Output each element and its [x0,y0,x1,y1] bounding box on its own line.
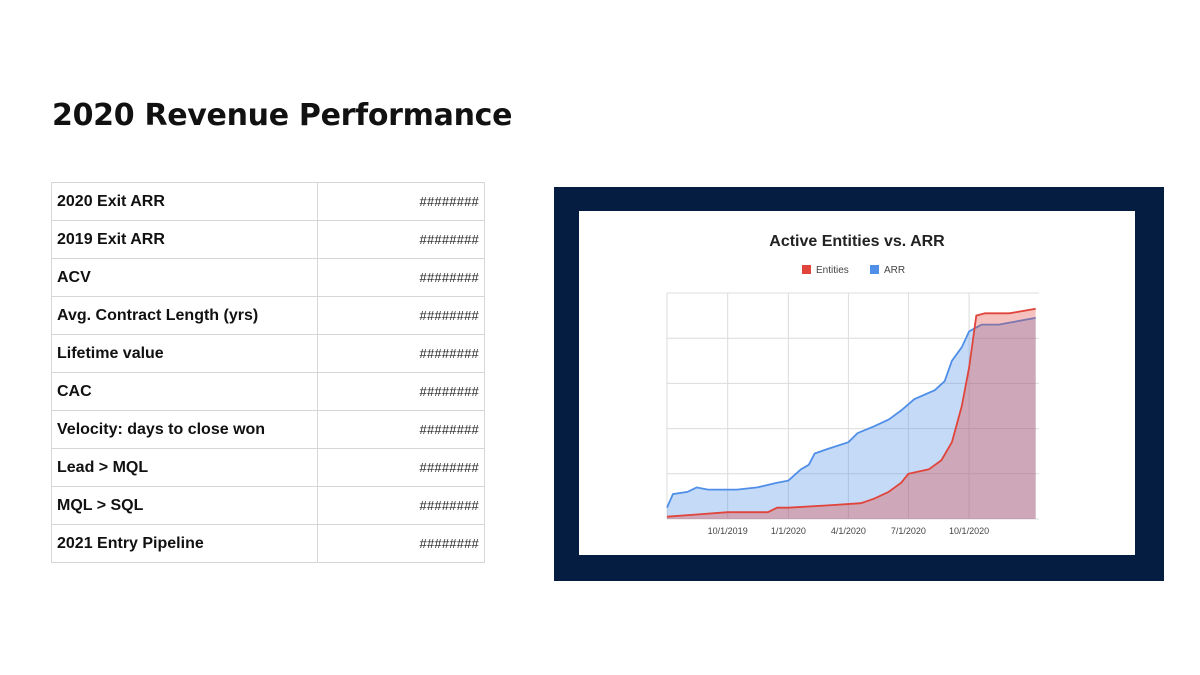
table-row: ACV ######## [51,258,485,297]
table-row: CAC ######## [51,372,485,411]
table-row: 2020 Exit ARR ######## [51,182,485,221]
metric-label: CAC [51,372,318,411]
metric-value: ######## [317,524,485,563]
metric-value: ######## [317,334,485,373]
metric-label: 2021 Entry Pipeline [51,524,318,563]
metric-value: ######## [317,296,485,335]
metric-label: ACV [51,258,318,297]
table-row: 2019 Exit ARR ######## [51,220,485,259]
table-row: MQL > SQL ######## [51,486,485,525]
chart-title: Active Entities vs. ARR [769,233,945,250]
series-line-arr [666,317,1036,509]
series-line-entities [666,307,1036,518]
metric-value: ######## [317,486,485,525]
x-tick-label: 7/1/2020 [891,526,926,536]
x-tick-label: 1/1/2020 [771,526,806,536]
x-tick-label: 10/1/2019 [708,526,748,536]
metric-value: ######## [317,220,485,259]
table-row: Lead > MQL ######## [51,448,485,487]
metrics-table: 2020 Exit ARR ######## 2019 Exit ARR ###… [51,182,485,563]
table-row: Velocity: days to close won ######## [51,410,485,449]
metric-value: ######## [317,182,485,221]
page-title: 2020 Revenue Performance [52,98,513,133]
chart-series [666,307,1036,519]
metric-label: Avg. Contract Length (yrs) [51,296,318,335]
metric-label: 2020 Exit ARR [51,182,318,221]
metric-label: Lifetime value [51,334,318,373]
metric-value: ######## [317,372,485,411]
metric-label: Lead > MQL [51,448,318,487]
x-axis-ticks: 10/1/2019 1/1/2020 4/1/2020 7/1/2020 10/1/20… [708,526,989,536]
chart-card: Active Entities vs. ARR Entities ARR 10/… [579,211,1135,555]
metric-label: MQL > SQL [51,486,318,525]
area-fill-arr [667,317,1036,519]
chart-legend: Entities ARR [802,265,905,276]
x-tick-label: 4/1/2020 [831,526,866,536]
legend-label-entities: Entities [816,265,849,276]
x-tick-label: 10/1/2020 [949,526,989,536]
metric-value: ######## [317,410,485,449]
legend-swatch-arr [870,265,879,274]
metric-label: Velocity: days to close won [51,410,318,449]
area-chart: Active Entities vs. ARR Entities ARR 10/… [666,233,1039,536]
metric-value: ######## [317,258,485,297]
table-row: Avg. Contract Length (yrs) ######## [51,296,485,335]
legend-label-arr: ARR [884,265,905,276]
area-fill-entities [667,308,1036,519]
table-row: 2021 Entry Pipeline ######## [51,524,485,563]
metric-label: 2019 Exit ARR [51,220,318,259]
table-row: Lifetime value ######## [51,334,485,373]
legend-swatch-entities [802,265,811,274]
chart-frame: Active Entities vs. ARR Entities ARR 10/… [554,187,1164,581]
metric-value: ######## [317,448,485,487]
